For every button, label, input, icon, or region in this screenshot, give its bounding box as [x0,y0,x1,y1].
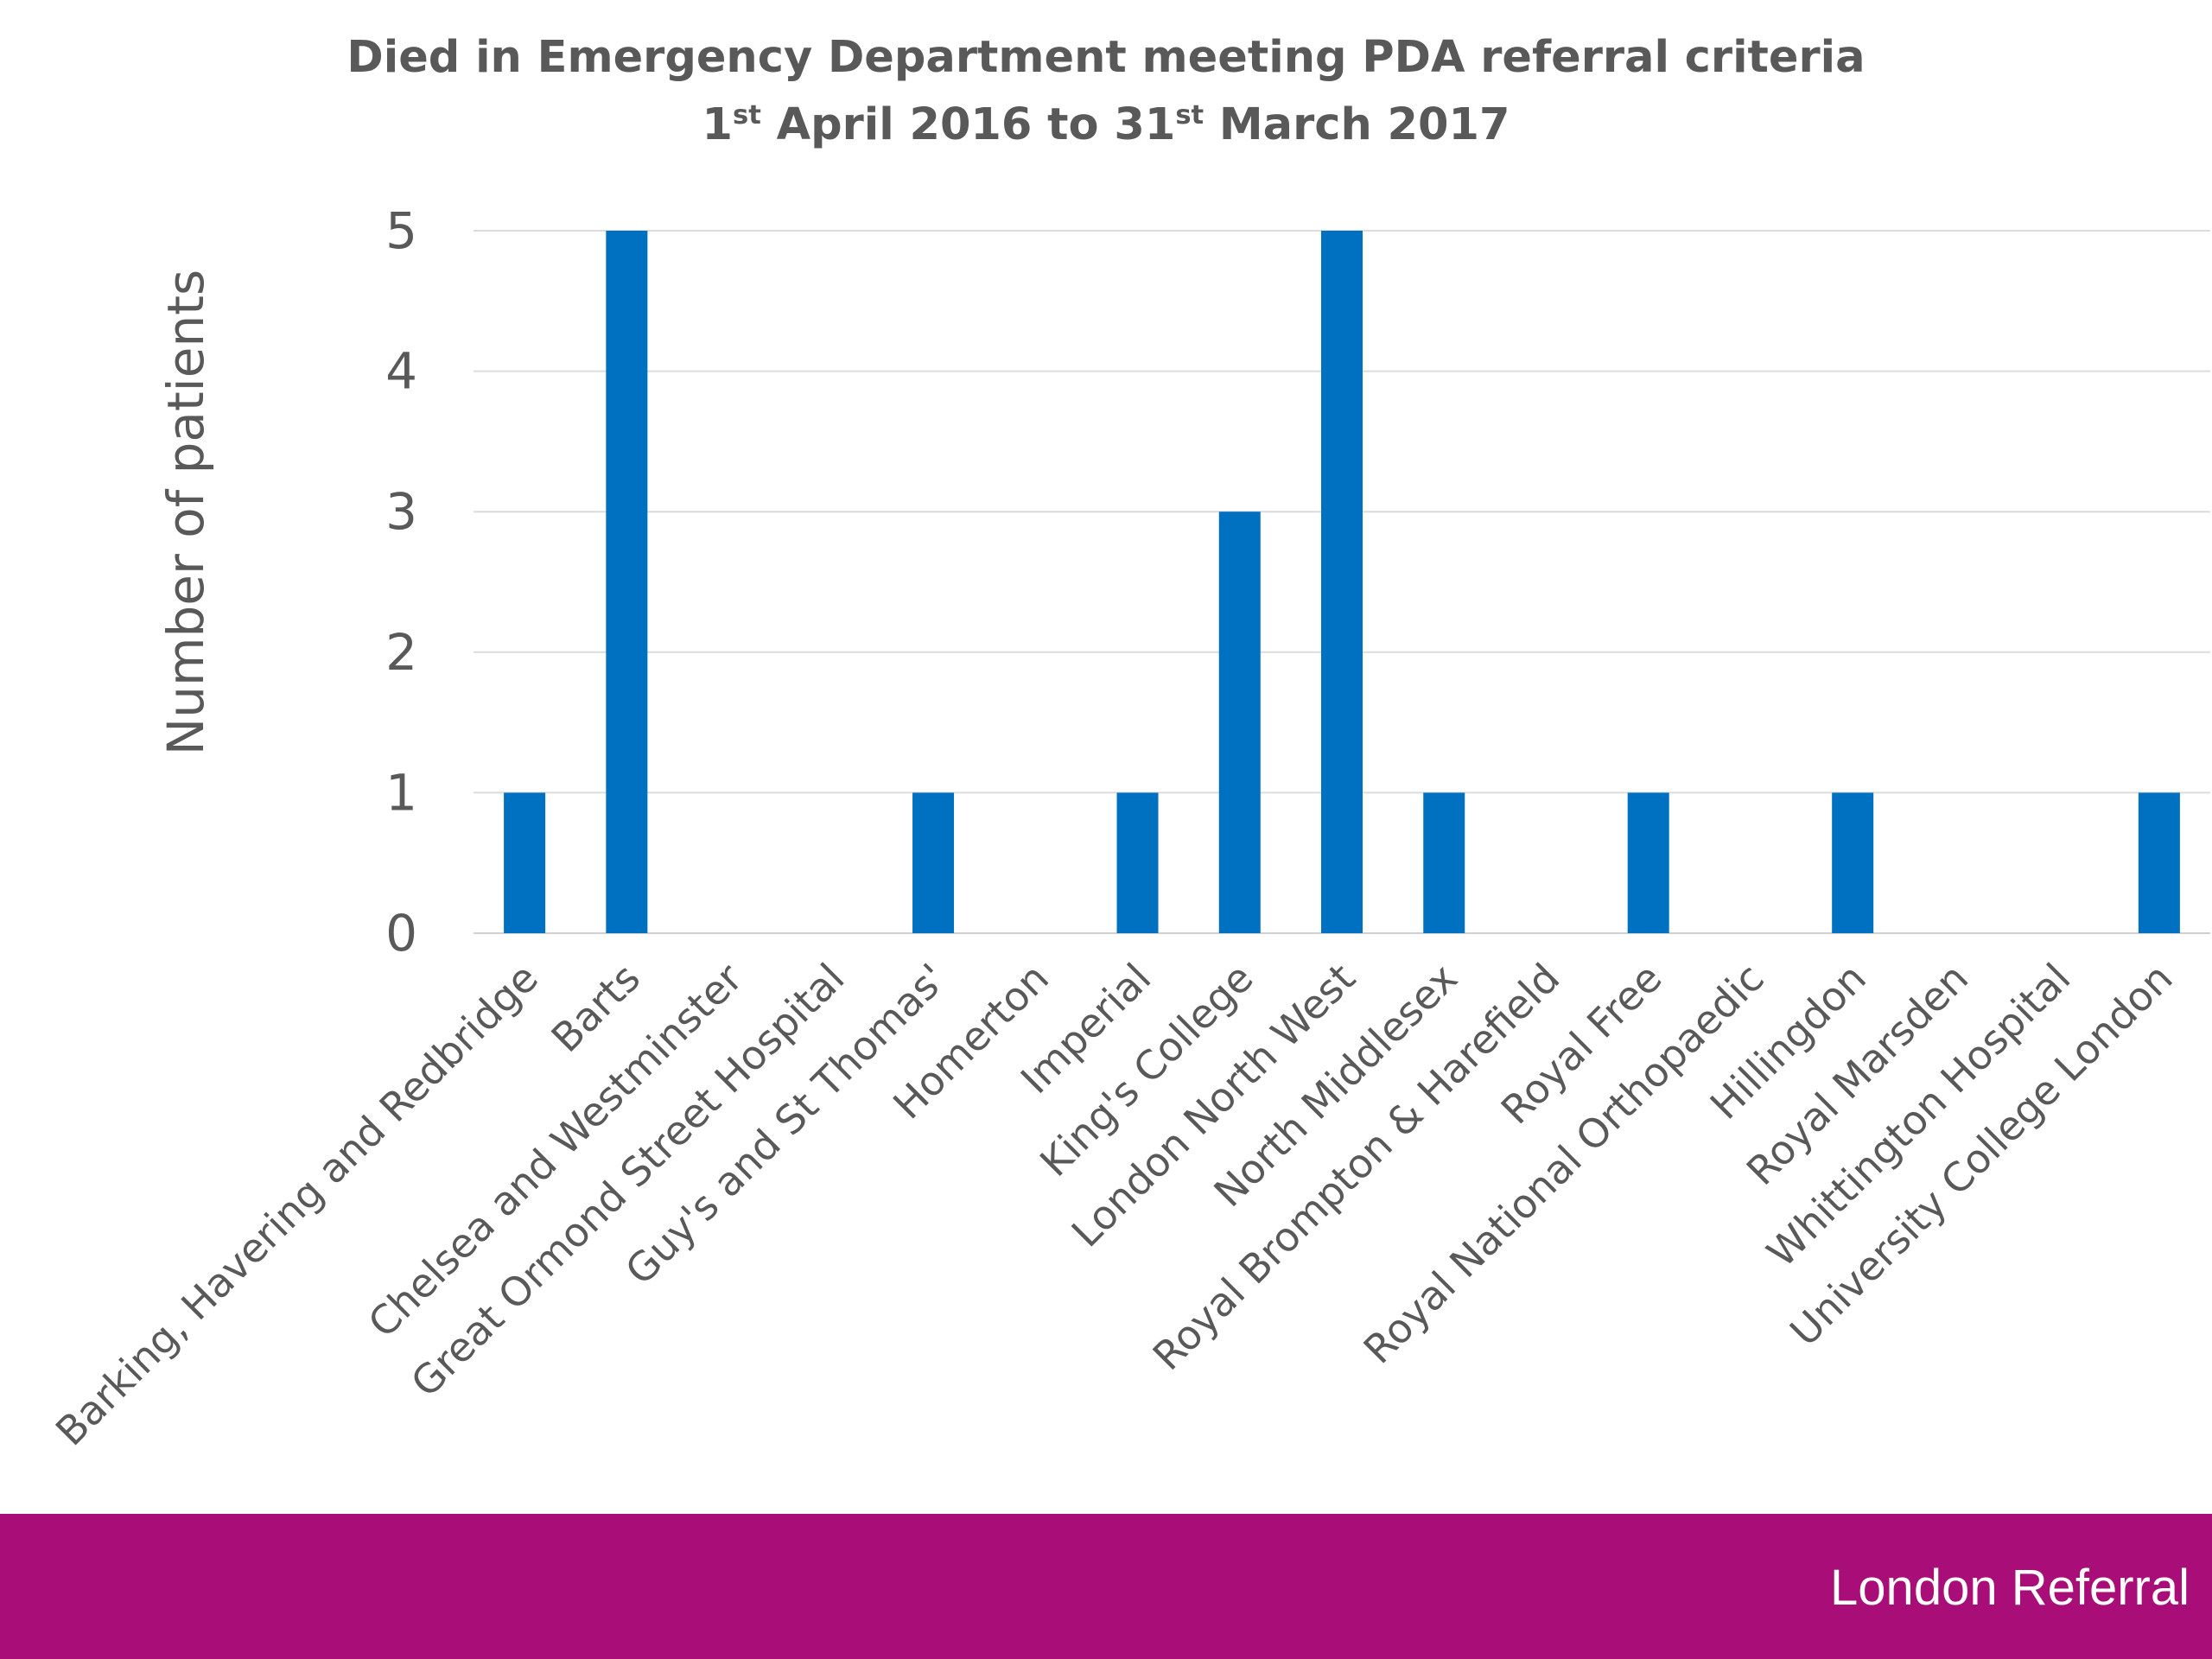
y-tick-label: 1 [385,763,417,822]
bar [1116,792,1159,933]
bars [504,231,2180,933]
subtitle-end-suffix: st [1175,100,1205,130]
y-tick-label: 2 [385,623,417,682]
bar [912,792,955,933]
bar [1832,792,1874,933]
bar [1218,512,1261,933]
bar [2138,792,2180,933]
chart-subtitle: 1st April 2016 to 31st March 2017 [0,92,2212,159]
subtitle-start-suffix: st [733,100,761,130]
chart-title: Died in Emergency Department meeting PDA… [346,32,1866,83]
x-tick-label: Chelsea and Westminster [359,955,752,1347]
chart-title-block: Died in Emergency Department meeting PDA… [0,24,2212,159]
footer-band: London Referral [0,1514,2212,1659]
bar [1321,231,1363,933]
y-tick-label: 3 [385,482,417,541]
subtitle-start-rest: April 2016 to [760,99,1115,150]
y-axis-label: Number of patients [156,270,215,755]
y-tick-label: 4 [385,342,417,401]
subtitle-start-day: 1 [702,99,734,150]
bar [606,231,648,933]
x-axis-ticks: Barking, Havering and RedbridgeBartsChel… [47,955,2182,1455]
bar [1627,792,1669,933]
y-tick-label: 5 [385,201,417,260]
subtitle-end-rest: March 2017 [1204,99,1510,150]
footer-label: London Referral [1830,1560,2190,1616]
bar [504,792,546,933]
y-axis-ticks: 0 1 2 3 4 5 [385,201,417,963]
subtitle-end-day: 31 [1114,99,1176,150]
bar-chart: 0 1 2 3 4 5 Barking, Havering and RedbridgeBa… [47,201,2210,1455]
y-tick-label: 0 [385,904,417,963]
bar [1423,792,1465,933]
